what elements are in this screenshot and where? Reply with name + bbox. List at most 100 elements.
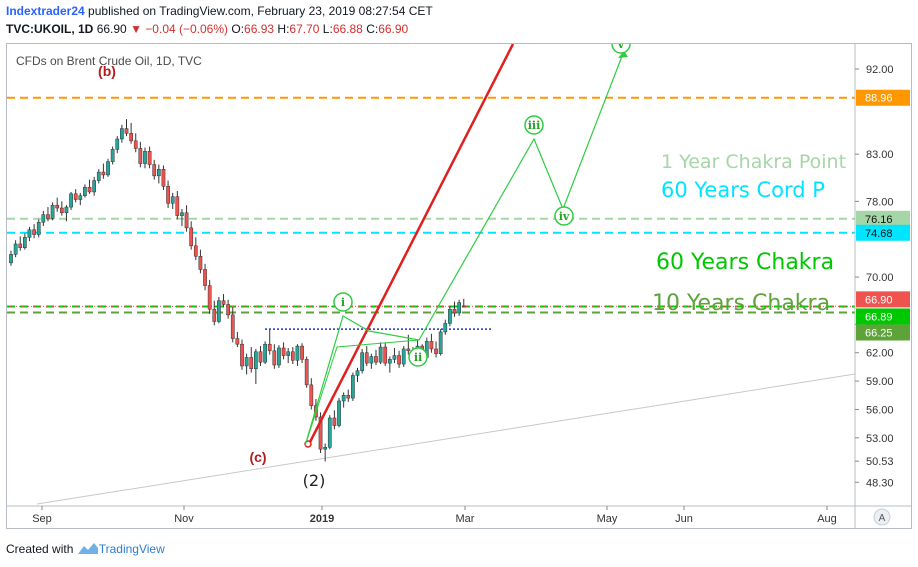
candle-body <box>9 254 13 264</box>
candle-body <box>166 186 170 204</box>
candle-body <box>226 304 230 316</box>
candle-body <box>318 416 323 450</box>
price-badge-text: 66.90 <box>865 294 893 306</box>
price-badge-bg <box>856 291 910 308</box>
candle-body <box>392 355 397 360</box>
price-tick-label: 92.00 <box>866 64 894 76</box>
candle <box>461 298 466 308</box>
price-badge-text: 74.68 <box>865 228 893 240</box>
candle <box>175 190 180 220</box>
candle-body <box>189 227 194 247</box>
candle <box>309 378 314 410</box>
price-chart[interactable]: CFDs on Brent Crude Oil, 1D, TVC 1 Year … <box>7 44 911 528</box>
candle <box>434 341 438 358</box>
candle-body <box>295 345 300 361</box>
price-badge-text: 66.89 <box>865 311 893 323</box>
price-badge-text: 66.25 <box>865 328 893 340</box>
wave-label-ring <box>408 347 428 367</box>
wave-label-ring <box>333 292 353 312</box>
candle-body <box>230 314 235 339</box>
auto-scale-button[interactable]: A <box>873 508 891 526</box>
candle <box>133 133 138 153</box>
candle <box>152 159 157 180</box>
candle-body <box>235 338 240 345</box>
auto-scale-bg[interactable] <box>873 508 891 526</box>
candle <box>212 300 217 326</box>
candle <box>115 136 120 154</box>
candle <box>235 331 240 348</box>
candle <box>397 350 401 368</box>
candle-body <box>364 352 369 364</box>
created-with-text: Created with <box>6 542 74 556</box>
candle-body <box>309 384 314 406</box>
candle-body <box>351 375 355 399</box>
tradingview-brand-link[interactable]: TradingView <box>98 542 165 556</box>
wave-label-text: ii <box>414 351 422 364</box>
candle <box>438 329 443 356</box>
candle <box>383 342 388 366</box>
trend-line <box>306 44 515 447</box>
candle <box>387 356 392 373</box>
price-tick-label: 56.00 <box>866 404 894 416</box>
candle-body <box>198 255 203 270</box>
candle-body <box>193 245 198 257</box>
candle <box>124 119 129 137</box>
candle <box>50 202 55 221</box>
price-badge: 66.90 <box>856 291 910 308</box>
time-tick-label: 2019 <box>310 513 334 525</box>
candle-body <box>133 140 138 149</box>
candle <box>180 208 184 226</box>
candle-body <box>258 351 263 363</box>
time-tick-label: Mar <box>456 513 475 525</box>
candle <box>346 389 351 402</box>
chart-frame[interactable]: CFDs on Brent Crude Oil, 1D, TVC 1 Year … <box>6 43 912 529</box>
candle-body <box>452 308 457 314</box>
wave-label-ring <box>554 206 574 226</box>
price-tick-label: 53.00 <box>866 433 894 445</box>
candle-body <box>438 331 443 354</box>
candle <box>184 205 189 232</box>
candle <box>64 205 69 222</box>
candle-body <box>272 350 277 366</box>
candle-body <box>267 343 272 352</box>
candle <box>369 353 374 369</box>
candle <box>448 306 452 327</box>
candle <box>457 299 461 316</box>
candle <box>249 347 254 373</box>
candle <box>156 164 161 184</box>
candle <box>69 191 73 210</box>
candle-body <box>180 212 184 216</box>
candle-body <box>286 351 291 356</box>
candle-body <box>175 196 180 216</box>
candle-body <box>96 171 101 181</box>
candle-body <box>378 346 383 363</box>
author-link[interactable]: Indextrader24 <box>6 4 85 18</box>
time-tick-label: May <box>597 513 618 525</box>
candle-body <box>323 447 328 450</box>
candle-body <box>46 214 50 219</box>
candle <box>286 347 291 364</box>
candle <box>263 341 267 365</box>
candle <box>92 176 97 196</box>
wave-label-text: iv <box>559 210 570 223</box>
tradingview-logo-icon <box>77 543 98 554</box>
candle-body <box>290 351 295 361</box>
candle <box>332 410 337 430</box>
candle <box>147 146 152 169</box>
candle <box>78 192 83 206</box>
wave-label-2: (2) <box>303 471 326 490</box>
price-badge-text: 76.16 <box>865 214 893 226</box>
candle-body <box>337 400 341 426</box>
candle <box>429 333 434 353</box>
candle <box>36 219 41 238</box>
candle-body <box>143 151 147 164</box>
candle <box>364 346 369 366</box>
wave-label-text: i <box>341 296 345 309</box>
candle-body <box>78 195 83 200</box>
price-badge-bg <box>856 324 910 341</box>
candle-body <box>110 149 115 162</box>
wave-label-circle: ii <box>408 347 428 367</box>
candle <box>290 347 295 365</box>
candle <box>96 169 101 184</box>
wave-label-ring <box>524 115 544 135</box>
